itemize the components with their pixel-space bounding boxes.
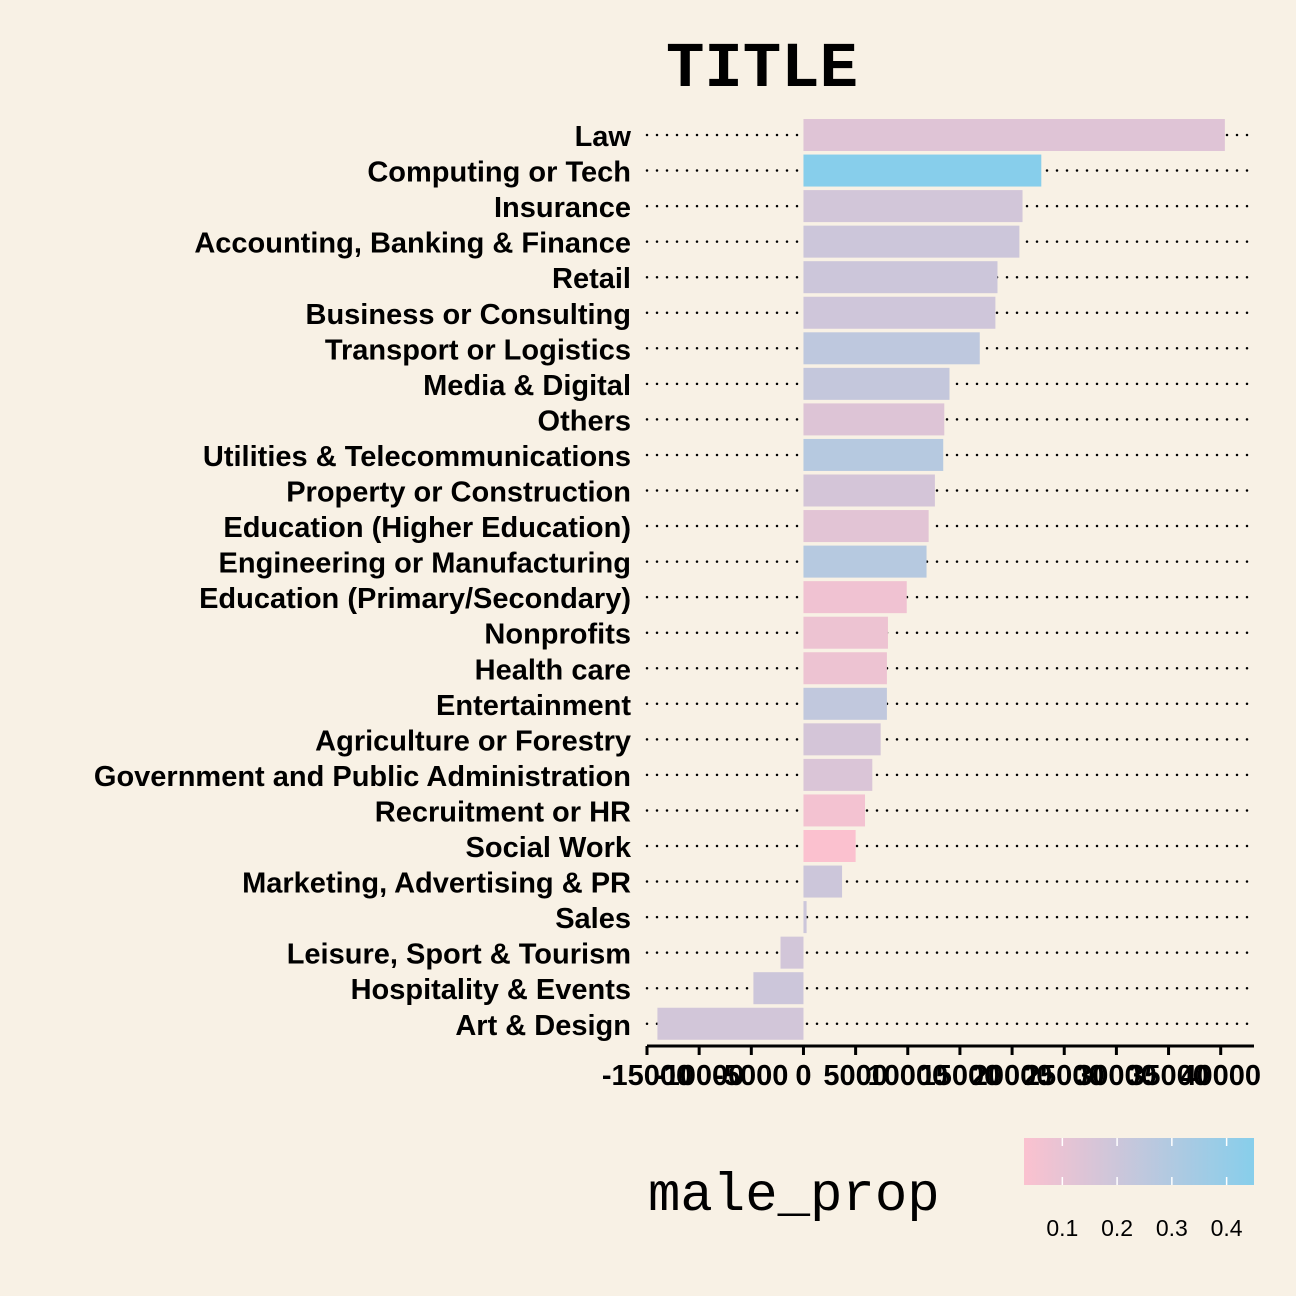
chart-title: TITLE (666, 34, 858, 106)
category-label: Education (Higher Education) (223, 512, 631, 544)
x-tick-label: -15000 (602, 1060, 692, 1092)
bar (803, 403, 945, 436)
category-label: Others (538, 405, 631, 437)
category-label: Leisure, Sport & Tourism (287, 939, 631, 971)
x-tick-label: 40000 (1180, 1060, 1261, 1092)
x-tick-label: -10000 (654, 1060, 744, 1092)
category-label: Retail (552, 263, 631, 295)
category-label: Education (Primary/Secondary) (199, 583, 631, 615)
x-tick-label: 20000 (972, 1060, 1053, 1092)
category-label: Government and Public Administration (94, 761, 631, 793)
bar (780, 936, 804, 969)
category-label: Transport or Logistics (325, 334, 631, 366)
legend-title: male_prop (648, 1166, 940, 1227)
bars (657, 119, 1225, 1040)
legend: male_prop 0.1 0.2 0.3 0.4 (648, 1138, 1254, 1241)
x-tick-label: 30000 (1076, 1060, 1157, 1092)
category-label: Marketing, Advertising & PR (242, 868, 631, 900)
category-label: Nonprofits (484, 619, 631, 651)
legend-tick-label: 0.4 (1211, 1215, 1243, 1241)
category-label: Health care (475, 654, 631, 686)
category-label: Agriculture or Forestry (315, 725, 631, 757)
bar (803, 723, 881, 756)
category-label: Media & Digital (423, 370, 631, 402)
category-label: Law (575, 121, 632, 153)
bar (803, 830, 856, 862)
bar (803, 545, 927, 578)
category-label: Property or Construction (286, 477, 631, 509)
bar (803, 190, 1023, 223)
category-label: Accounting, Banking & Finance (194, 228, 631, 260)
category-label: Engineering or Manufacturing (219, 548, 631, 580)
legend-tick-label: 0.1 (1046, 1215, 1078, 1241)
bar (803, 758, 873, 791)
x-tick-label: 35000 (1128, 1060, 1209, 1092)
bar (803, 474, 935, 507)
bar (803, 901, 807, 934)
bar (803, 367, 950, 400)
legend-colorbar (1024, 1138, 1254, 1185)
legend-ticks: 0.1 0.2 0.3 0.4 (1046, 1138, 1243, 1241)
bar (657, 1007, 804, 1040)
bar (803, 296, 996, 329)
category-label: Insurance (494, 192, 631, 224)
bar (803, 794, 866, 827)
bar (803, 225, 1020, 258)
x-tick-label: 5000 (823, 1060, 888, 1092)
bar (803, 581, 907, 614)
category-label: Utilities & Telecommunications (203, 441, 631, 473)
category-label: Sales (555, 903, 631, 935)
bar (803, 687, 887, 720)
x-tick-label: -5000 (714, 1060, 788, 1092)
bar (803, 510, 929, 543)
legend-tick-label: 0.3 (1156, 1215, 1188, 1241)
legend-tick-label: 0.2 (1101, 1215, 1133, 1241)
x-tick-label: 10000 (867, 1060, 948, 1092)
category-label: Social Work (466, 832, 632, 864)
x-tick-label: 15000 (920, 1060, 1001, 1092)
x-tick-label: 25000 (1024, 1060, 1105, 1092)
x-axis: -15000-10000-5000 0 5000100001500020000250… (602, 1044, 1261, 1092)
bar (803, 261, 998, 294)
bar (803, 154, 1042, 187)
bar (753, 972, 804, 1005)
bar (803, 119, 1225, 151)
category-label: Business or Consulting (306, 299, 631, 331)
category-label: Art & Design (455, 1010, 631, 1042)
bar (803, 332, 980, 365)
x-tick-label: 0 (795, 1060, 811, 1092)
bar (803, 438, 944, 471)
bar (803, 652, 887, 685)
category-label: Entertainment (436, 690, 631, 722)
category-label: Recruitment or HR (375, 796, 631, 828)
bar (803, 616, 888, 649)
category-label: Computing or Tech (367, 157, 631, 189)
bar (803, 865, 843, 898)
category-label: Hospitality & Events (351, 974, 631, 1006)
